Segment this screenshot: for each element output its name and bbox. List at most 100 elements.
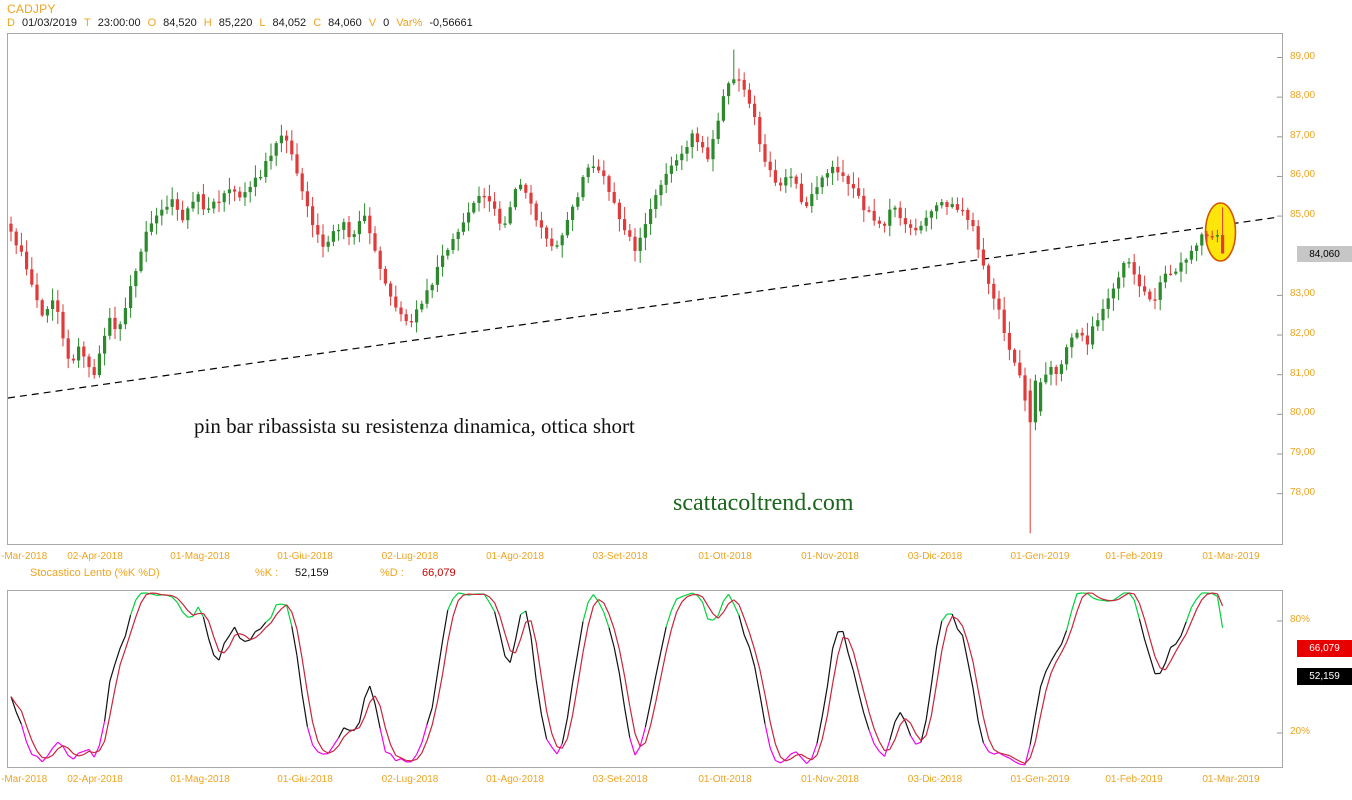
stoch-k-line [873,743,880,752]
stoch-d-line [104,715,111,742]
stoch-d-line [291,611,298,630]
candle-body [784,177,788,186]
stoch-k-line [1159,662,1166,674]
stoch-k-line [322,752,329,755]
stoch-d-line [15,703,22,712]
candle-body [430,284,434,291]
stoch-k-line [655,651,662,677]
ohlc-field-label: O [147,17,157,29]
candle-body [1215,235,1219,237]
stoch-d-line [806,757,813,761]
main-chart-panel[interactable]: pin bar ribassista su resistenza dinamic… [7,33,1283,545]
candle-body [810,194,814,207]
date-axis-label: 03-Dic-2018 [907,774,963,785]
candle-body [534,203,538,221]
stoch-k-line [878,751,886,757]
stoch-k-line [88,749,95,758]
candle-body [737,79,741,81]
stoch-d-line [967,641,974,662]
candle-body [1013,349,1017,363]
stoch-d-line [551,733,558,747]
stoch-d-line [821,715,828,740]
stoch-k-line [660,626,667,652]
candle-body [498,208,502,224]
stoch-k-line [572,652,579,683]
candle-body [441,255,445,267]
candlestick-chart-svg[interactable] [8,34,1282,544]
candle-body [331,231,335,242]
candle-body [1085,335,1089,345]
stoch-k-line [556,743,563,755]
stoch-k-line [400,758,407,763]
candle-body [524,184,528,193]
candle-body [394,296,398,308]
candle-body [1174,271,1178,274]
stoch-k-line [941,613,948,622]
stoch-d-line [847,638,854,653]
candle-body [773,170,777,183]
candle-body [872,210,876,221]
stoch-k-line [733,603,740,616]
stoch-k-label: %K : [255,567,279,579]
stoch-d-line [878,741,886,751]
candle-body [1096,320,1100,327]
stoch-k-line [291,626,298,656]
stoch-d-line [301,658,308,693]
ohlc-field-label: V [368,17,377,29]
stoch-k-line [317,751,324,755]
stoch-k-line [1045,661,1052,672]
candle-body [415,309,419,323]
stoch-d-line [1113,598,1119,602]
stochastic-svg[interactable] [8,591,1282,767]
candle-body [45,309,49,316]
stoch-k-line [546,738,553,748]
candle-body [435,266,439,285]
stoch-d-line [202,613,210,622]
price-axis-label: 79,00 [1290,447,1316,458]
candle-body [368,215,372,234]
candle-body [950,204,954,208]
stoch-d-line [192,612,199,616]
candle-body [680,153,684,161]
stoch-d-line [1216,593,1224,607]
candle-body [789,176,793,179]
candle-body [1210,236,1214,238]
candle-body [134,271,138,287]
stochastic-panel[interactable] [7,590,1283,768]
stoch-d-line [785,758,792,762]
watermark: scattacoltrend.com [673,490,854,516]
candle-body [347,222,351,238]
candle-body [1132,262,1136,275]
stoch-d-line [712,613,719,619]
stoch-d-line [436,673,444,703]
candle-body [155,215,159,224]
candle-body [867,210,871,212]
stoch-k-line [1196,592,1203,600]
stoch-k-line [213,654,220,661]
stoch-d-line [343,731,350,738]
candle-body [1023,375,1027,401]
stoch-k-line [613,647,620,674]
ohlc-field-label: L [259,17,266,29]
candle-body [799,183,803,203]
stoch-k-line [364,685,371,699]
candle-body [61,311,65,339]
candle-body [383,268,387,284]
candle-body [727,83,731,97]
stoch-d-line [561,738,568,749]
stoch-d-line [728,599,735,605]
candle-body [196,194,200,202]
candle-body [560,235,564,246]
candle-body [815,187,819,195]
stoch-d-line [816,739,823,756]
stoch-k-line [842,631,849,654]
stoch-d-line [322,749,329,754]
stoch-k-line [312,744,319,753]
stoch-k-line [863,713,870,730]
candle-body [82,346,86,357]
candle-body [633,236,637,251]
stoch-d-line [743,617,750,633]
stoch-d-line [1097,596,1104,600]
candle-body [30,269,34,285]
stoch-k-line [717,600,724,616]
